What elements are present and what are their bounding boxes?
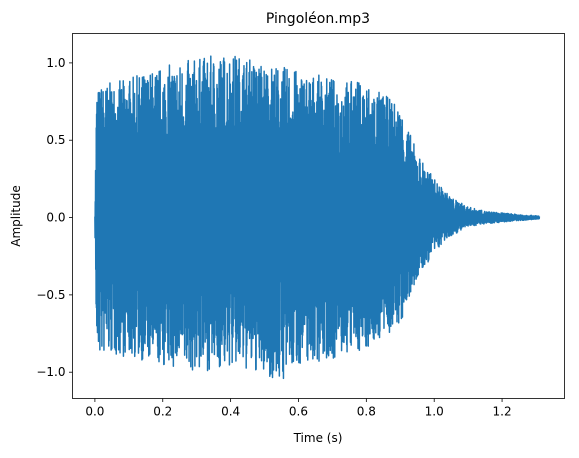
x-tick-label: 0.0 — [85, 405, 104, 419]
y-tick-label: −1.0 — [36, 365, 65, 379]
x-tick-label: 0.6 — [289, 405, 308, 419]
x-tick-label: 1.0 — [425, 405, 444, 419]
x-axis-label: Time (s) — [293, 431, 343, 445]
x-tick-label: 0.4 — [221, 405, 240, 419]
chart-title: Pingoléon.mp3 — [266, 11, 370, 27]
x-tick-label: 0.2 — [153, 405, 172, 419]
y-tick-label: 0.0 — [46, 211, 65, 225]
y-tick-label: 1.0 — [46, 56, 65, 70]
axes-frame — [72, 33, 565, 399]
x-axis: 0.0 0.2 0.4 0.6 0.8 1.0 1.2 — [85, 398, 512, 419]
y-tick-label: −0.5 — [36, 288, 65, 302]
x-tick-label: 0.8 — [357, 405, 376, 419]
x-tick-label: 1.2 — [493, 405, 512, 419]
waveform-line — [94, 55, 541, 380]
y-axis-label: Amplitude — [9, 185, 23, 247]
plot-area — [94, 55, 541, 380]
y-axis: −1.0 −0.5 0.0 0.5 1.0 — [36, 56, 73, 379]
y-tick-label: 0.5 — [46, 133, 65, 147]
